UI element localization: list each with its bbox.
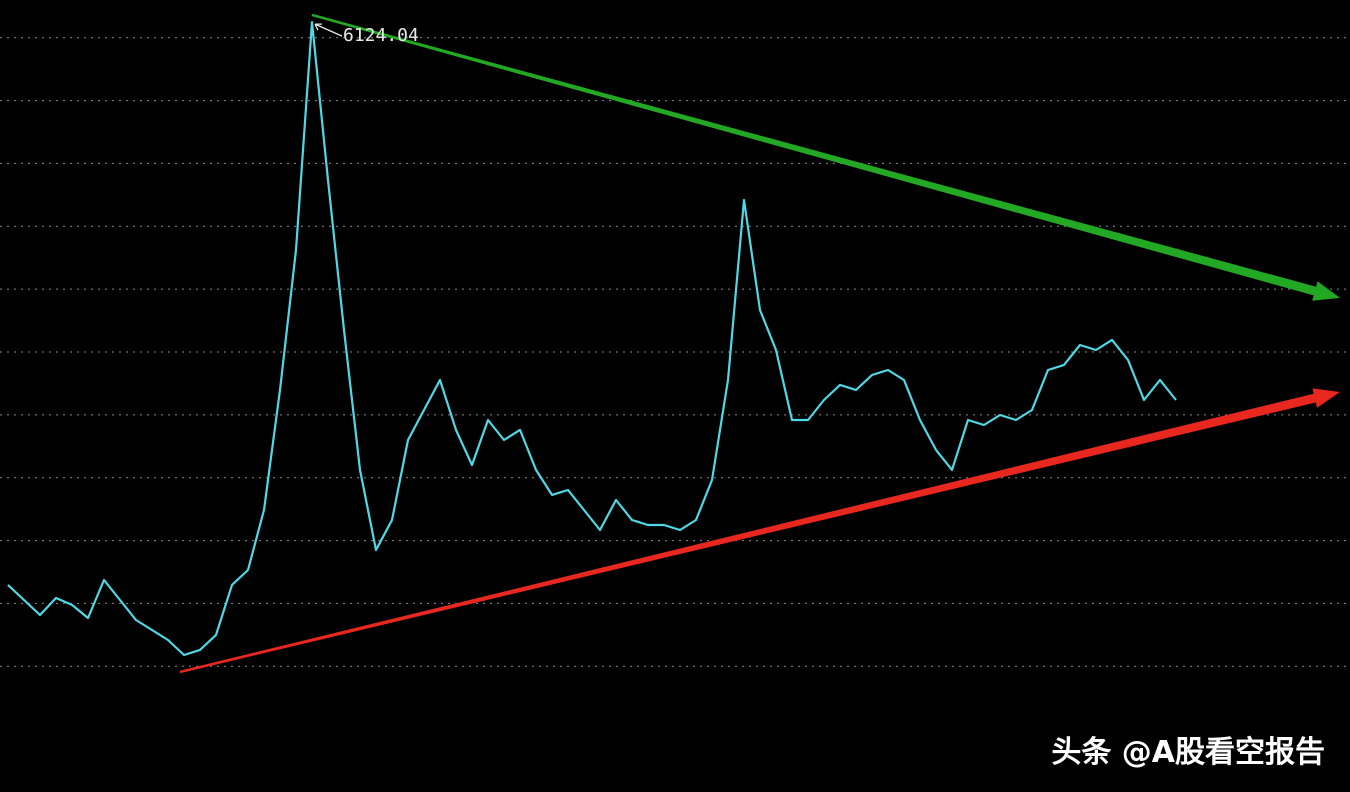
peak-label: 6124.04 [343, 25, 419, 46]
price-line [7, 21, 1177, 657]
watermark: 头条 @A股看空报告 [1051, 735, 1325, 770]
trend-line [311, 13, 1341, 301]
label-arrow [314, 23, 343, 37]
trend-line [179, 388, 1341, 674]
